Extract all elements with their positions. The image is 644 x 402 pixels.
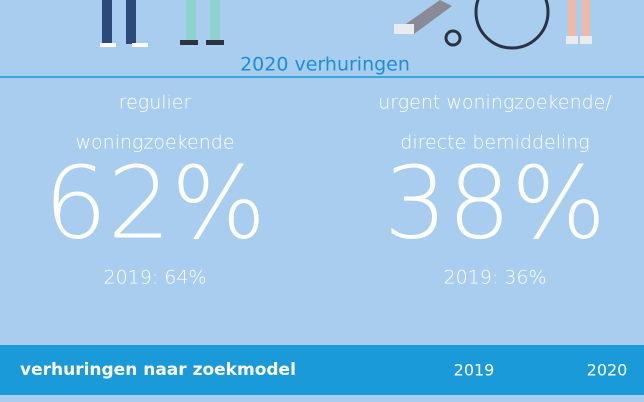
stat-previous: 2019: 36% [443, 267, 546, 289]
section-title: 2020 verhuringen [240, 54, 410, 76]
table-header-cell: 2020 [587, 361, 628, 380]
stat-value: 38% [384, 144, 606, 261]
stat-label: regulier [119, 92, 192, 114]
stat-value: 62% [44, 144, 266, 261]
table-header-cell: verhuringen naar zoekmodel [20, 360, 296, 380]
stat-label: urgent woningzoekende/ [378, 92, 612, 114]
stat-previous: 2019: 64% [103, 267, 206, 289]
infographic: 2020 verhuringen regulier woningzoekende… [0, 0, 644, 402]
table-header-cell: 2019 [454, 361, 495, 380]
